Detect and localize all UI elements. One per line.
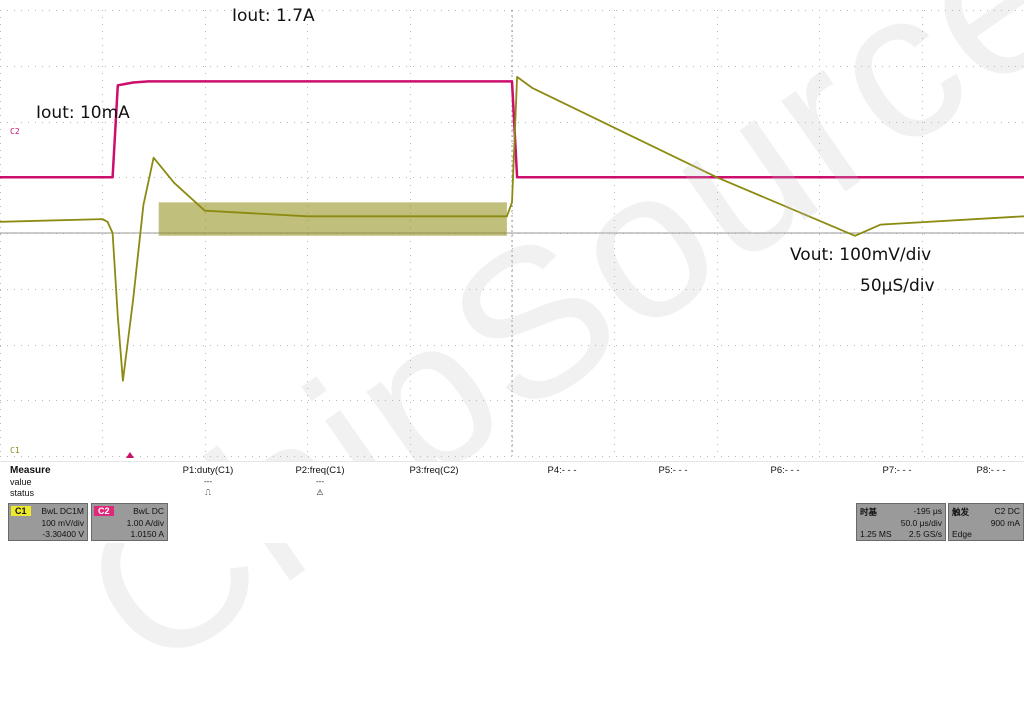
c1-tag: C1 [11,506,31,516]
annotation-vout-scale: Vout: 100mV/div [790,245,932,265]
c2-descriptor[interactable]: C2 BwL DC 1.00 A/div 1.0150 A [91,503,168,541]
measure-title: Measure [10,465,51,476]
annotation-iout-low: Iout: 10mA [36,103,130,123]
trigger-level: 900 mA [990,518,1020,528]
c1-descriptor[interactable]: C1 BwL DC1M 100 mV/div -3.30400 V [8,503,88,541]
c2-marker: C2 [10,127,20,136]
measure-param-p2[interactable]: P2:freq(C1) [295,465,345,476]
measure-value-p1: --- [204,477,212,486]
measure-param-p6[interactable]: P6:- - - [770,465,800,476]
c2-tag: C2 [94,506,114,516]
series-line-c1 [0,76,1024,382]
measure-status-p2: ⚠ [316,488,324,497]
scope-display [0,10,1024,457]
measure-row-value: value [10,477,32,487]
timebase-delay: -195 μs [913,506,942,516]
trigger-position-icon[interactable] [126,452,134,458]
series-c2 [0,80,1024,179]
series-c1 [0,76,1024,382]
timebase-descriptor[interactable]: 时基 -195 μs 50.0 μs/div 1.25 MS 2.5 GS/s [856,503,946,541]
series-line-c2 [0,80,1024,179]
annotation-time-scale: 50μS/div [860,276,935,296]
trigger-channel: C2 DC [994,506,1020,516]
channel-status-bar: C1 BwL DC1M 100 mV/div -3.30400 V C2 BwL… [0,501,1024,543]
c2-coupling: BwL DC [133,506,164,516]
measure-param-p8[interactable]: P8:- - - [976,465,1006,476]
measure-param-p5[interactable]: P5:- - - [658,465,688,476]
measure-panel: Measure value status P1:duty(C1) --- ⎍ P… [0,461,1024,502]
timebase-title: 时基 [860,507,878,517]
trigger-descriptor[interactable]: 触发 C2 DC 900 mA Edge [948,503,1024,541]
measure-param-p3[interactable]: P3:freq(C2) [409,465,459,476]
waveform-plot [0,10,1024,457]
trigger-mode: Edge [952,529,972,539]
grid [0,10,1024,457]
c1-offset: -3.30400 V [42,529,84,539]
c1-scale: 100 mV/div [41,518,84,528]
measure-status-p1: ⎍ [205,488,211,497]
trigger-title: 触发 [952,507,970,517]
timebase-samples: 1.25 MS [860,529,892,539]
measure-row-status: status [10,488,35,498]
timebase-rate: 2.5 GS/s [908,529,942,539]
measure-param-p7[interactable]: P7:- - - [882,465,912,476]
c1-coupling: BwL DC1M [41,506,84,516]
traces [0,76,1024,382]
measure-param-p4[interactable]: P4:- - - [547,465,577,476]
annotation-iout-high: Iout: 1.7A [232,6,315,26]
c2-offset: 1.0150 A [130,529,164,539]
c1-ripple-band [158,202,507,236]
measure-value-p2: --- [316,477,324,486]
measure-param-p1[interactable]: P1:duty(C1) [182,465,234,476]
timebase-scale: 50.0 μs/div [900,518,942,528]
c2-scale: 1.00 A/div [126,518,164,528]
c1-marker: C1 [10,446,20,455]
